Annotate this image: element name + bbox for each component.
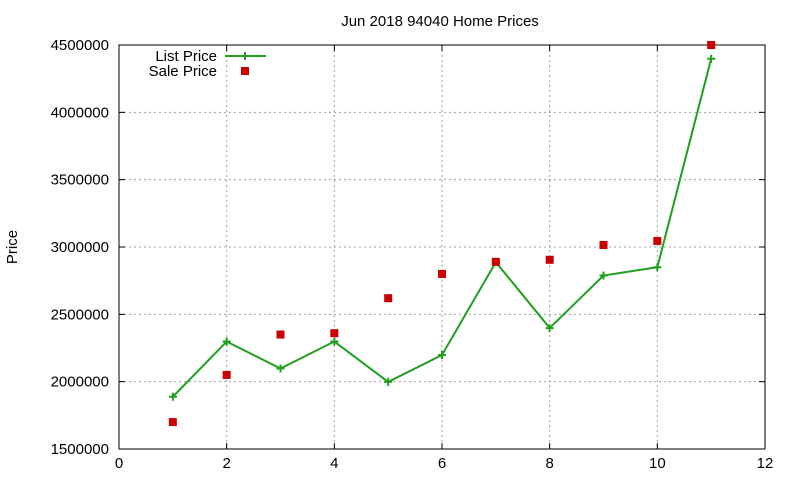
y-tick-label: 3000000 <box>51 239 109 256</box>
chart-title: Jun 2018 94040 Home Prices <box>341 13 539 30</box>
list-price-point <box>276 364 285 373</box>
list-price-point <box>653 263 662 272</box>
x-tick-label: 8 <box>545 455 553 472</box>
list-price-point <box>222 337 231 346</box>
legend-label: Sale Price <box>149 63 217 80</box>
sale-price-point <box>330 329 339 338</box>
sale-price-point <box>276 330 285 339</box>
y-tick-label: 3500000 <box>51 172 109 189</box>
sale-price-point <box>599 240 608 249</box>
legend-swatch-marker <box>241 52 249 60</box>
sale-price-point <box>438 269 446 278</box>
y-tick-label: 4000000 <box>51 104 109 121</box>
series-1 <box>168 41 716 427</box>
list-price-point <box>384 377 393 386</box>
list-price-point <box>599 271 608 280</box>
axes: 0 2 4 6 8 10 12 1500000 2000000 2500000 3000000 350… <box>51 37 774 472</box>
x-tick-label: 0 <box>115 455 123 472</box>
list-price-point <box>545 324 554 333</box>
x-tick-label: 12 <box>757 455 774 472</box>
sale-price-point <box>653 236 662 245</box>
y-tick-label: 1500000 <box>51 441 109 458</box>
sale-price-point <box>707 41 716 49</box>
x-tick-label: 6 <box>438 455 446 472</box>
y-tick-label: 2500000 <box>51 306 109 323</box>
x-tick-label: 10 <box>649 455 666 472</box>
list-price-point <box>707 54 716 63</box>
legend-label: List Price <box>155 48 217 65</box>
x-tick-label: 4 <box>330 455 338 472</box>
x-tick-label: 2 <box>222 455 230 472</box>
gridlines <box>119 45 765 449</box>
y-tick-label: 2000000 <box>51 374 109 391</box>
list-price-point <box>168 392 177 401</box>
sale-price-point <box>545 255 554 264</box>
plot-series <box>168 41 716 427</box>
list-price-point <box>438 351 446 360</box>
sale-price-point <box>384 294 393 303</box>
legend-swatch-marker <box>241 67 249 75</box>
y-tick-label: 4500000 <box>51 37 109 54</box>
y-axis-label: Price <box>4 230 21 264</box>
sale-price-point <box>222 370 231 379</box>
list-price-point <box>330 337 339 346</box>
sale-price-point <box>491 257 500 266</box>
sale-price-point <box>168 418 177 427</box>
